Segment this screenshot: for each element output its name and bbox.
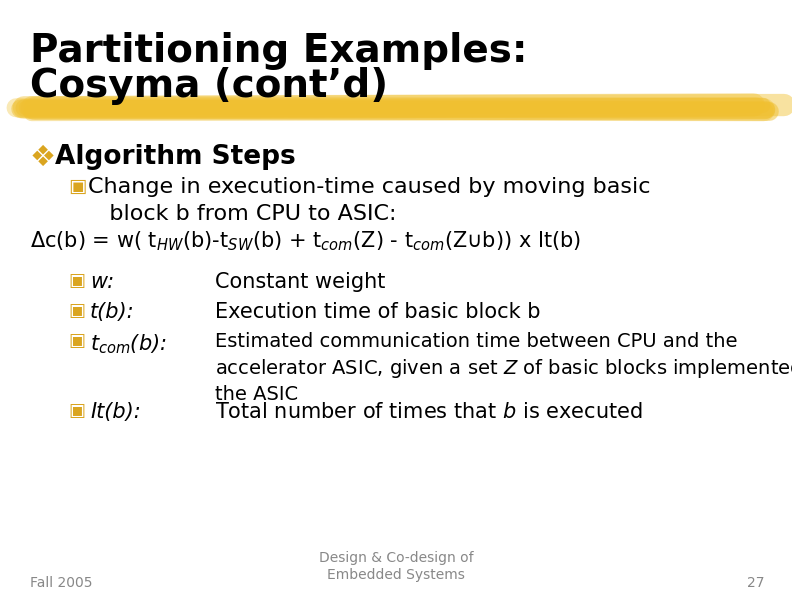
Text: Execution time of basic block b: Execution time of basic block b	[215, 302, 540, 322]
Text: Constant weight: Constant weight	[215, 272, 386, 292]
Text: It(b):: It(b):	[90, 402, 141, 422]
Text: $t_{com}$(b):: $t_{com}$(b):	[90, 332, 167, 356]
Text: ❖: ❖	[30, 144, 56, 172]
Text: Partitioning Examples:: Partitioning Examples:	[30, 32, 527, 70]
Text: Change in execution-time caused by moving basic
   block b from CPU to ASIC:: Change in execution-time caused by movin…	[88, 177, 650, 224]
Text: Design & Co-design of
Embedded Systems: Design & Co-design of Embedded Systems	[318, 551, 474, 582]
Text: Fall 2005: Fall 2005	[30, 576, 93, 590]
Text: w:: w:	[90, 272, 114, 292]
Text: $\Delta$c(b) = w( t$_{HW}$(b)-t$_{SW}$(b) + t$_{com}$(Z) - t$_{com}$(Z$\cup$b)) : $\Delta$c(b) = w( t$_{HW}$(b)-t$_{SW}$(b…	[30, 229, 581, 253]
Text: Algorithm Steps: Algorithm Steps	[55, 144, 295, 170]
Text: ▣: ▣	[68, 332, 85, 350]
Text: Total number of times that $b$ is executed: Total number of times that $b$ is execut…	[215, 402, 643, 422]
Text: Estimated communication time between CPU and the
accelerator ASIC, given a set $: Estimated communication time between CPU…	[215, 332, 792, 404]
Text: Cosyma (cont’d): Cosyma (cont’d)	[30, 67, 388, 105]
Text: t(b):: t(b):	[90, 302, 135, 322]
Text: ▣: ▣	[68, 302, 85, 320]
Text: ▣: ▣	[68, 177, 86, 196]
Text: ▣: ▣	[68, 272, 85, 290]
Text: ▣: ▣	[68, 402, 85, 420]
Text: 27: 27	[748, 576, 765, 590]
